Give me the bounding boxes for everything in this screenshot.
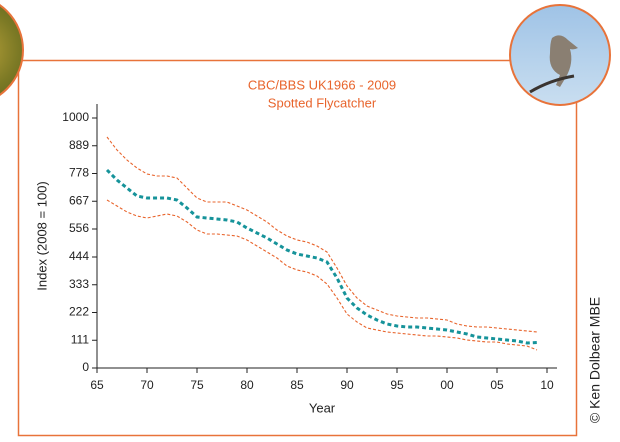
x-tick-label: 75 xyxy=(190,378,204,392)
y-tick-label: 0 xyxy=(82,360,89,374)
y-tick-label: 1000 xyxy=(62,110,89,124)
x-tick-label: 10 xyxy=(540,378,554,392)
x-tick-label: 80 xyxy=(240,378,254,392)
x-tick-label: 65 xyxy=(90,378,104,392)
y-tick-label: 111 xyxy=(71,332,90,346)
y-tick-label: 889 xyxy=(69,138,89,152)
chart-subtitle: Spotted Flycatcher xyxy=(268,95,377,110)
photo-right xyxy=(509,4,611,106)
x-axis-label: Year xyxy=(309,400,336,415)
x-tick-label: 70 xyxy=(140,378,154,392)
x-tick-label: 90 xyxy=(340,378,354,392)
x-tick-label: 85 xyxy=(290,378,304,392)
index-line xyxy=(105,168,538,345)
credit: © Ken Dolbear MBE xyxy=(587,297,603,423)
y-tick-label: 778 xyxy=(69,166,89,180)
y-tick-label: 667 xyxy=(69,193,89,207)
x-tick-label: 95 xyxy=(390,378,404,392)
y-tick-label: 444 xyxy=(69,249,89,263)
x-tick-label: 00 xyxy=(440,378,454,392)
photo-left xyxy=(0,4,24,96)
y-axis-label: Index (2008 = 100) xyxy=(34,181,49,291)
y-tick-label: 222 xyxy=(69,305,89,319)
confidence-line xyxy=(106,136,538,333)
y-tick-label: 333 xyxy=(69,277,89,291)
x-tick-label: 05 xyxy=(490,378,504,392)
confidence-line xyxy=(106,199,538,351)
chart-title: CBC/BBS UK1966 - 2009 xyxy=(248,77,396,92)
y-tick-label: 556 xyxy=(69,221,89,235)
